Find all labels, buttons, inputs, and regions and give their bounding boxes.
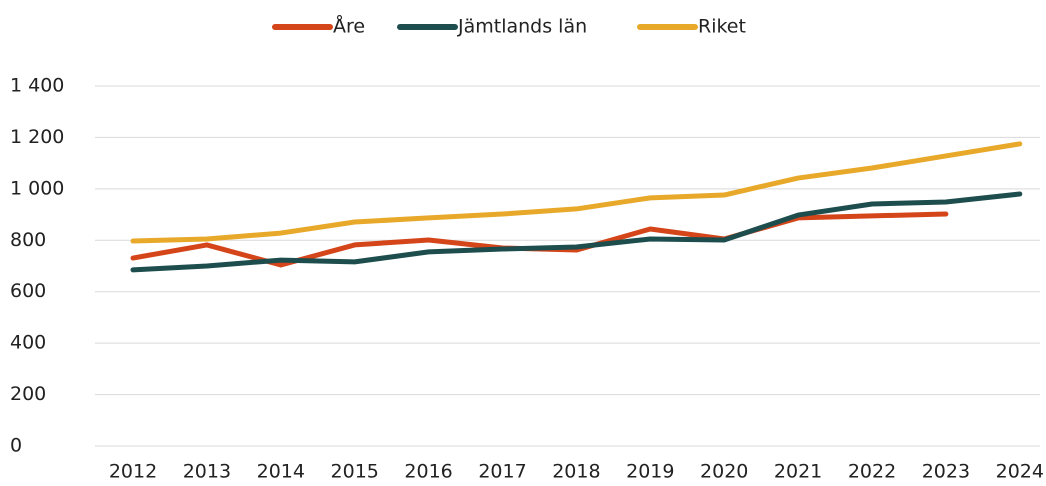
x-tick-label: 2021 — [774, 461, 822, 483]
series-line — [130, 191, 1023, 273]
x-tick-label: 2022 — [848, 461, 896, 483]
x-tick-label: 2015 — [331, 461, 379, 483]
legend-label: Jämtlands län — [457, 16, 587, 38]
x-tick-label: 2020 — [700, 461, 748, 483]
x-tick-label: 2014 — [257, 461, 305, 483]
legend-label: Riket — [698, 16, 746, 38]
legend-label: Åre — [333, 15, 365, 38]
x-tick-label: 2018 — [552, 461, 600, 483]
x-tick-label: 2024 — [996, 461, 1044, 483]
x-tick-label: 2016 — [404, 461, 452, 483]
x-tick-label: 2019 — [626, 461, 674, 483]
x-tick-label: 2012 — [109, 461, 157, 483]
y-tick-label: 400 — [10, 332, 46, 354]
x-tick-label: 2023 — [922, 461, 970, 483]
y-tick-label: 800 — [10, 229, 46, 251]
x-tick-label: 2013 — [183, 461, 231, 483]
y-tick-label: 600 — [10, 280, 46, 302]
y-tick-label: 200 — [10, 383, 46, 405]
series-line — [130, 211, 949, 268]
y-tick-label: 1 200 — [10, 126, 64, 148]
series-line — [130, 141, 1023, 244]
y-tick-label: 1 400 — [10, 75, 64, 97]
y-tick-label: 1 000 — [10, 177, 64, 199]
x-tick-label: 2017 — [478, 461, 526, 483]
y-tick-label: 0 — [10, 435, 22, 457]
